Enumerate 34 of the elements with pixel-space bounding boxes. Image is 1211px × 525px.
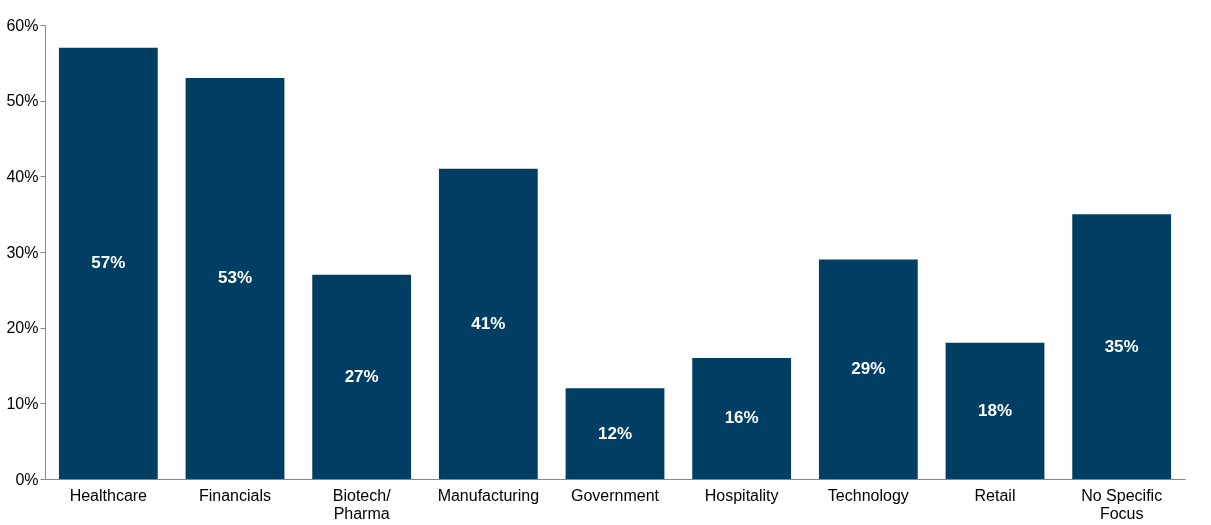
data-label: 53% (217, 268, 253, 288)
x-tick-label: Manufacturing (437, 486, 540, 504)
bar (692, 357, 792, 479)
data-label: 35% (1104, 336, 1139, 356)
data-label: 12% (597, 423, 633, 443)
x-tick-label: Technology (827, 486, 909, 504)
y-tick-label: 40% (6, 167, 39, 185)
x-tick-label: Retail (974, 486, 1016, 504)
y-tick-label: 10% (6, 394, 39, 412)
bar (185, 77, 285, 479)
x-tick-label: Healthcare (69, 486, 148, 504)
bar (818, 259, 918, 479)
x-tick-label: Government (570, 486, 660, 504)
bar (565, 388, 665, 479)
y-tick-label: 60% (6, 16, 39, 34)
bar (312, 274, 412, 479)
data-label: 57% (91, 253, 126, 273)
y-tick-label: 0% (15, 470, 39, 488)
data-label: 18% (977, 400, 1013, 420)
bar (58, 47, 158, 479)
x-tick-label: Hospitality (704, 486, 779, 504)
y-tick-label: 50% (6, 92, 39, 110)
data-label: 29% (851, 359, 886, 379)
bar (438, 168, 538, 479)
data-label: 41% (471, 313, 506, 333)
y-tick-label: 30% (6, 243, 39, 261)
data-label: 16% (724, 408, 759, 428)
data-label: 27% (344, 366, 379, 386)
x-tick-label: Financials (198, 486, 272, 504)
x-tick-label: Biotech/ Pharma (332, 486, 392, 522)
bar (1072, 214, 1172, 479)
bar (945, 342, 1045, 479)
x-tick-label: No Specific Focus (1081, 486, 1163, 522)
y-tick-label: 20% (6, 319, 39, 337)
